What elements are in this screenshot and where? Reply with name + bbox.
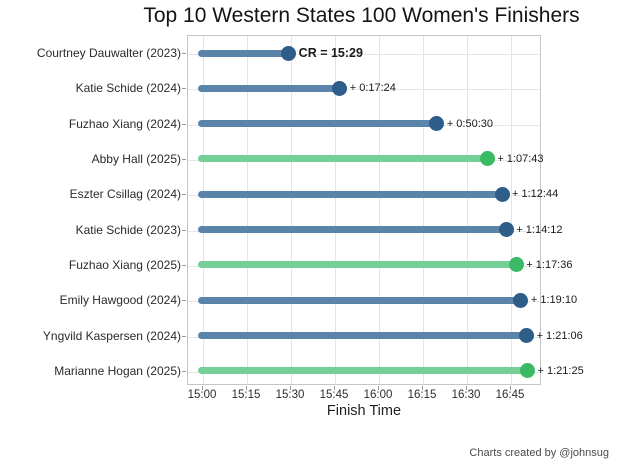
lollipop-dot [332, 80, 348, 96]
lollipop-line [198, 190, 507, 198]
time-annotation: + 0:50:30 [446, 117, 493, 130]
y-tick-mark [182, 335, 186, 337]
y-tick-mark [182, 194, 186, 196]
x-tick-label: 15:30 [275, 389, 305, 401]
x-tick-mark [202, 386, 203, 390]
row-label: Courtney Dauwalter (2023) [36, 46, 181, 60]
y-tick-mark [182, 88, 186, 90]
row-label: Yngvild Kaspersen (2024) [42, 328, 181, 343]
x-gridline [511, 36, 512, 384]
lollipop-line [198, 49, 293, 57]
x-tick-label: 16:45 [495, 389, 525, 401]
lollipop-dot [281, 45, 297, 61]
time-annotation: + 1:19:10 [530, 294, 578, 307]
x-tick-mark [290, 386, 291, 390]
time-annotation: CR = 15:29 [298, 46, 363, 60]
y-tick-mark [182, 264, 186, 266]
x-gridline [335, 36, 336, 384]
x-gridline [467, 36, 468, 384]
lollipop-dot [479, 151, 495, 167]
lollipop-dot [508, 257, 524, 273]
lollipop-line [198, 296, 525, 304]
row-label: Emily Hawgood (2024) [59, 293, 181, 308]
x-gridline [291, 36, 292, 384]
lollipop-line [198, 332, 531, 340]
x-tick-mark [422, 386, 423, 390]
time-annotation: + 1:17:36 [526, 258, 573, 271]
y-gridline [188, 54, 540, 55]
time-annotation: + 1:12:44 [512, 188, 559, 201]
x-tick-mark [246, 386, 247, 390]
lollipop-line [198, 367, 532, 375]
x-tick-label: 16:00 [363, 389, 393, 401]
y-gridline [188, 89, 540, 91]
y-tick-mark [182, 123, 186, 125]
x-gridline [423, 36, 424, 384]
time-annotation: + 1:14:12 [516, 223, 563, 236]
lollipop-dot [520, 363, 535, 379]
chart-caption: Charts created by @johnsug [469, 447, 609, 459]
row-label: Katie Schide (2024) [75, 81, 181, 96]
y-tick-mark [182, 370, 186, 372]
x-tick-mark [510, 386, 511, 390]
row-label: Fuzhao Xiang (2025) [68, 257, 181, 272]
x-gridline [247, 36, 248, 384]
lollipop-line [198, 84, 344, 92]
x-tick-mark [466, 386, 467, 390]
lollipop-dot [519, 328, 535, 344]
row-label: Fuzhao Xiang (2024) [68, 116, 181, 131]
chart-title: Top 10 Western States 100 Women's Finish… [143, 4, 580, 27]
row-label: Eszter Csillag (2024) [69, 187, 181, 202]
x-gridline [203, 36, 204, 384]
lollipop-dot [494, 186, 510, 202]
x-tick-label: 16:15 [407, 389, 437, 401]
y-tick-mark [182, 53, 186, 54]
x-axis-title: Finish Time [326, 403, 402, 419]
x-tick-label: 15:00 [187, 389, 217, 401]
x-tick-mark [334, 386, 335, 390]
x-tick-label: 16:30 [451, 389, 481, 401]
row-label: Abby Hall (2025) [91, 151, 181, 166]
lollipop-dot [513, 292, 529, 308]
lollipop-line [198, 120, 441, 128]
time-annotation: + 1:21:25 [537, 364, 584, 377]
time-annotation: + 1:07:43 [497, 152, 544, 165]
lollipop-dot [498, 222, 514, 238]
y-tick-mark [182, 229, 186, 231]
x-gridline [379, 36, 380, 384]
lollipop-line [198, 261, 521, 269]
row-label: Katie Schide (2023) [75, 222, 181, 237]
lollipop-line [198, 155, 492, 163]
x-tick-mark [378, 386, 379, 390]
lollipop-line [198, 226, 511, 234]
row-label: Marianne Hogan (2025) [54, 363, 181, 378]
time-annotation: + 0:17:24 [349, 82, 396, 95]
time-annotation: + 1:21:06 [536, 329, 583, 342]
lollipop-dot [429, 116, 445, 132]
x-tick-label: 15:15 [231, 389, 261, 401]
y-tick-mark [182, 300, 186, 302]
y-tick-mark [182, 158, 186, 160]
x-tick-label: 15:45 [319, 389, 349, 401]
